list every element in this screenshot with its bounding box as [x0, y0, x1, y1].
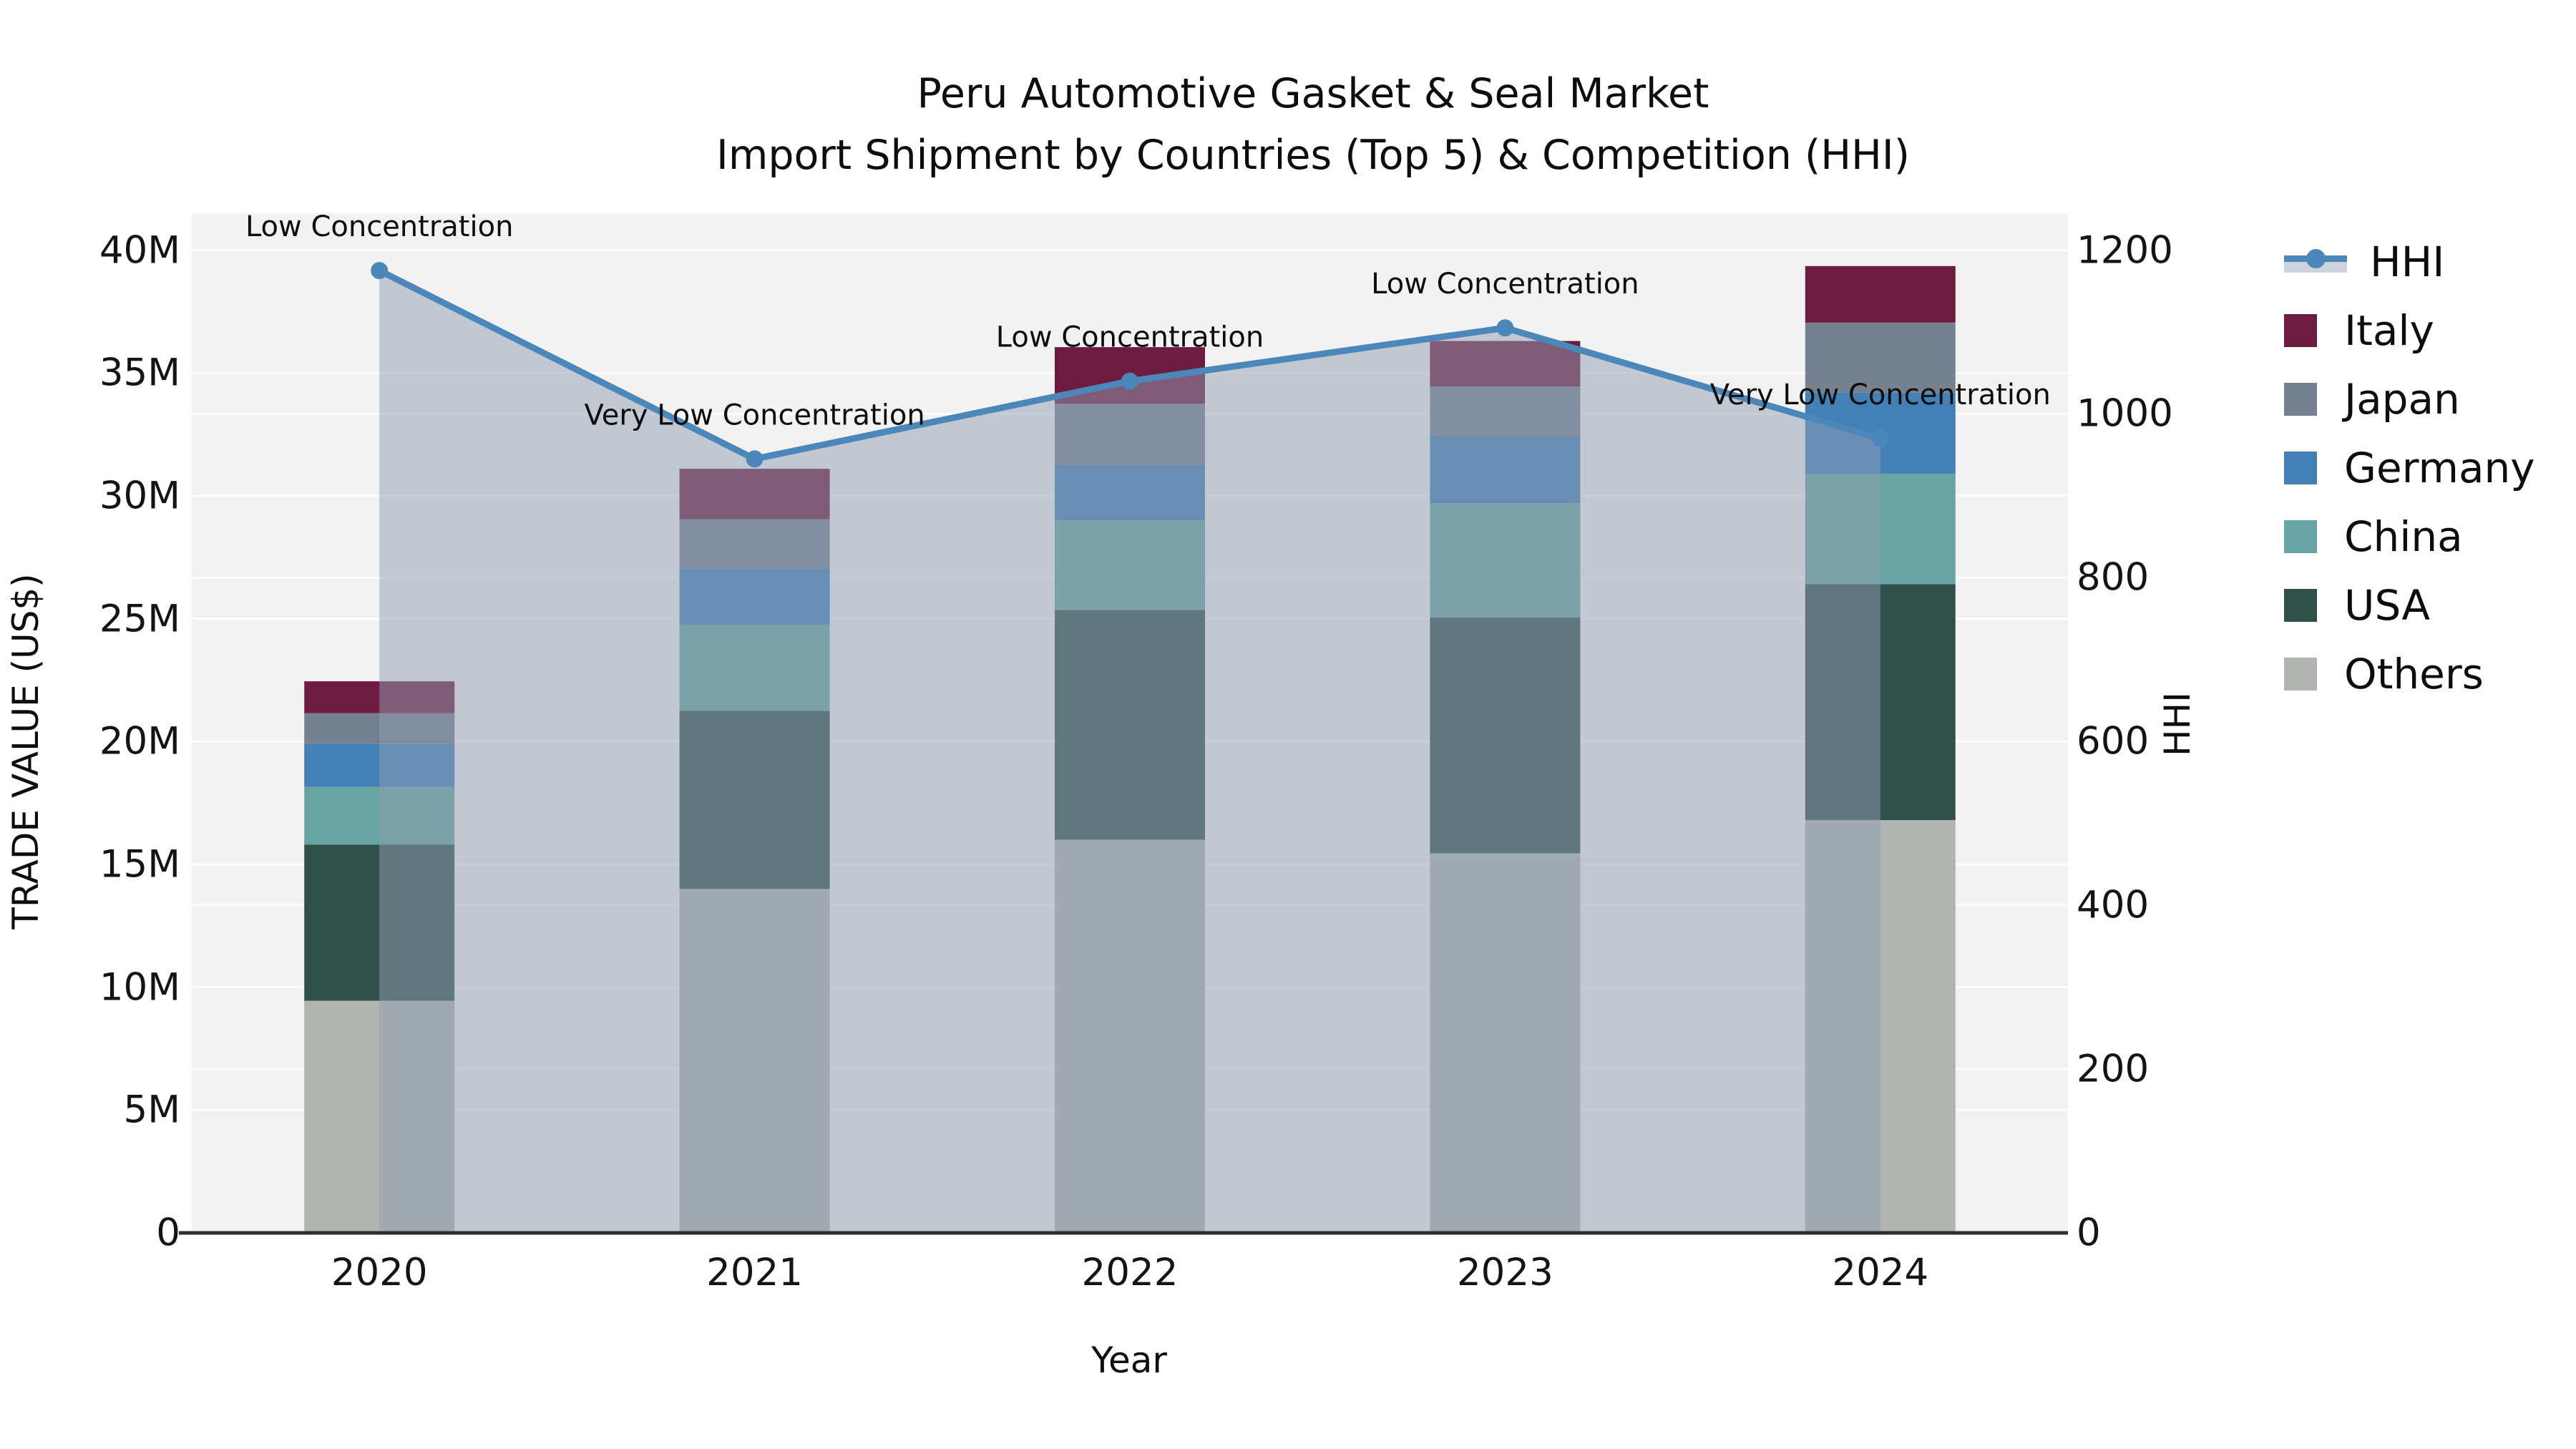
y-right-tick-400: 400	[2077, 883, 2150, 927]
y-right-tick-labels: 0 200 400 600 800 1000 1200	[2077, 0, 2363, 1449]
legend-swatch-germany	[2284, 452, 2317, 484]
y-left-tick-5M: 5M	[123, 1088, 180, 1132]
legend-item-italy[interactable]: Italy	[2284, 296, 2535, 365]
x-tick-2024: 2024	[1832, 1251, 1929, 1294]
legend-label-hhi: HHI	[2370, 238, 2445, 286]
x-tick-2020: 2020	[331, 1251, 428, 1294]
y-left-tick-0: 0	[156, 1211, 180, 1255]
legend-label-china: China	[2344, 512, 2463, 561]
hhi-annotations: Low Concentration Very Low Concentration L…	[245, 210, 2051, 431]
legend-swatch-italy	[2284, 314, 2317, 347]
x-tick-2022: 2022	[1081, 1251, 1179, 1294]
hhi-point-2020[interactable]	[371, 262, 389, 280]
chart-title: Peru Automotive Gasket & Seal Market Imp…	[716, 63, 1910, 186]
legend-swatch-others	[2284, 658, 2317, 691]
y-right-tick-1200: 1200	[2077, 228, 2173, 272]
y-right-axis-title: HHI	[2157, 692, 2198, 756]
y-right-tick-1000: 1000	[2077, 391, 2173, 436]
y-left-tick-30M: 30M	[99, 474, 180, 518]
legend-label-others: Others	[2344, 650, 2484, 698]
legend-label-usa: USA	[2344, 581, 2431, 630]
legend-item-hhi[interactable]: HHI	[2284, 228, 2535, 296]
hhi-point-2022[interactable]	[1121, 372, 1138, 390]
legend-label-italy: Italy	[2344, 306, 2434, 355]
legend-item-germany[interactable]: Germany	[2284, 434, 2535, 502]
hhi-markers	[371, 262, 1889, 468]
y-left-tick-10M: 10M	[99, 965, 180, 1010]
y-left-tick-35M: 35M	[99, 351, 180, 395]
legend: HHI Italy Japan Germany China USA Others	[2284, 228, 2535, 708]
y-left-tick-15M: 15M	[99, 842, 180, 887]
bar-segment-japan-2024[interactable]	[1805, 322, 1956, 393]
legend-item-japan[interactable]: Japan	[2284, 365, 2535, 434]
legend-item-china[interactable]: China	[2284, 502, 2535, 571]
legend-swatch-japan	[2284, 383, 2317, 416]
legend-swatch-china	[2284, 520, 2317, 553]
y-right-tick-0: 0	[2077, 1211, 2101, 1255]
hhi-area-fill	[379, 270, 1880, 1233]
y-left-tick-25M: 25M	[99, 597, 180, 641]
hhi-annotation-2021: Very Low Concentration	[585, 399, 925, 431]
y-right-tick-200: 200	[2077, 1047, 2150, 1091]
x-axis-title: Year	[1091, 1340, 1167, 1381]
hhi-line-sample-icon	[2284, 245, 2347, 278]
y-left-axis-title: TRADE VALUE (US$)	[5, 573, 47, 930]
y-left-tick-40M: 40M	[99, 228, 180, 272]
hhi-annotation-2022: Low Concentration	[996, 321, 1264, 354]
legend-item-others[interactable]: Others	[2284, 640, 2535, 708]
x-tick-2023: 2023	[1456, 1251, 1553, 1294]
bar-segment-italy-2024[interactable]	[1805, 265, 1956, 323]
hhi-annotation-2023: Low Concentration	[1371, 268, 1639, 301]
y-right-tick-600: 600	[2077, 719, 2150, 763]
hhi-point-2024[interactable]	[1871, 429, 1889, 447]
chart-title-line1: Peru Automotive Gasket & Seal Market	[917, 70, 1709, 117]
y-left-tick-labels: 0 5M 10M 15M 20M 25M 30M 35M 40M	[0, 0, 180, 1449]
legend-swatch-usa	[2284, 589, 2317, 622]
chart-title-line2: Import Shipment by Countries (Top 5) & C…	[716, 132, 1910, 179]
y-right-tick-800: 800	[2077, 555, 2150, 600]
hhi-sample-dot	[2306, 249, 2326, 268]
hhi-annotation-2024: Very Low Concentration	[1710, 379, 2051, 411]
legend-item-usa[interactable]: USA	[2284, 571, 2535, 640]
hhi-annotation-2020: Low Concentration	[245, 210, 513, 243]
hhi-point-2021[interactable]	[746, 450, 763, 468]
legend-label-japan: Japan	[2344, 375, 2460, 424]
y-left-tick-20M: 20M	[99, 719, 180, 763]
legend-label-germany: Germany	[2344, 444, 2535, 492]
hhi-point-2023[interactable]	[1496, 319, 1514, 337]
x-tick-2021: 2021	[706, 1251, 804, 1294]
